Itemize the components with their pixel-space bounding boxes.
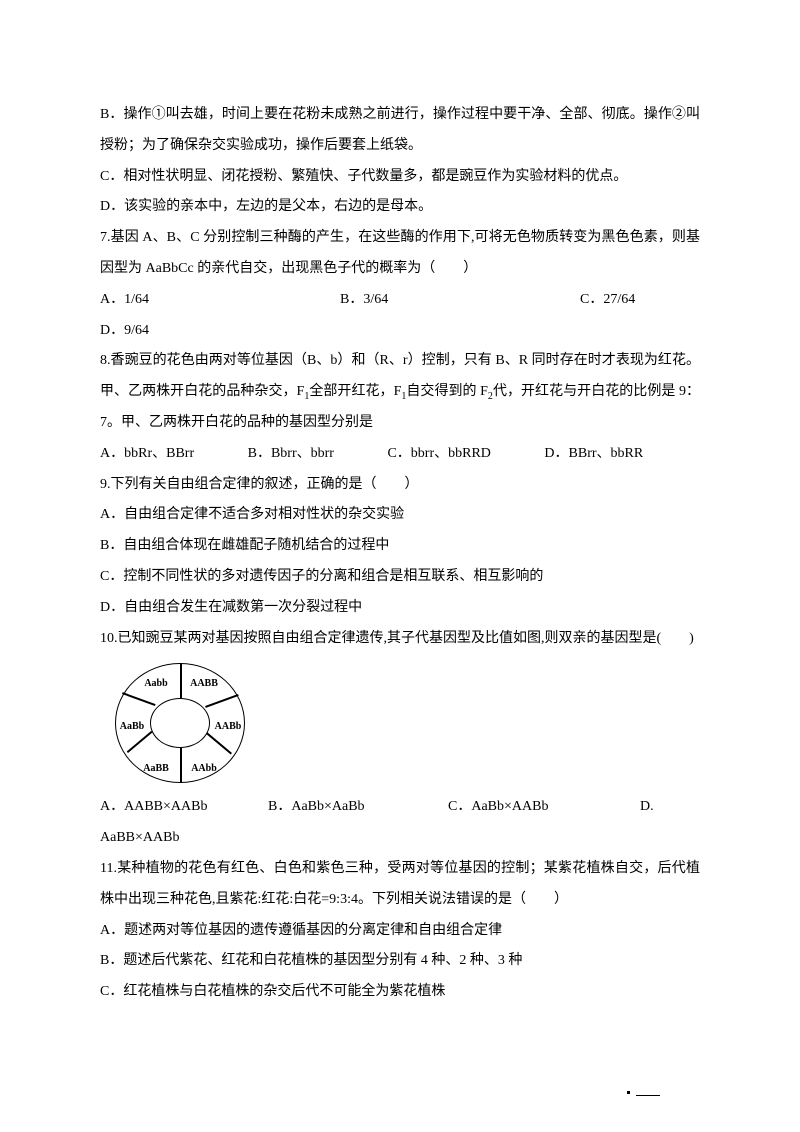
q10-option-a[interactable]: A．AABB×AABb (100, 792, 268, 823)
q8-option-a[interactable]: A．bbRr、BBrr (100, 446, 194, 461)
q9-option-b[interactable]: B．自由组合体现在雌雄配子随机结合的过程中 (100, 531, 700, 562)
q8-option-b[interactable]: B．Bbrr、bbrr (248, 446, 334, 461)
q11-option-c[interactable]: C．红花植株与白花植株的杂交后代不可能全为紫花植株 (100, 977, 700, 1008)
q10-option-b[interactable]: B．AaBb×AaBb (268, 792, 448, 823)
seg-label-AABb: AABb (208, 716, 248, 738)
q11-option-a[interactable]: A．题述两对等位基因的遗传遵循基因的分离定律和自由组合定律 (100, 916, 700, 947)
footer-underline (636, 1095, 660, 1096)
q7-options-row1: A．1/64 B．3/64 C．27/64 (100, 285, 700, 316)
q7-option-d[interactable]: D．9/64 (100, 316, 700, 347)
q9-stem: 9.下列有关自由组合定律的叙述，正确的是（ ） (100, 470, 700, 501)
q8-option-c[interactable]: C．bbrr、bbRRD (387, 446, 490, 461)
footer-dot (627, 1091, 630, 1094)
q6-option-d: D．该实验的亲本中，左边的是父本，右边的是母本。 (100, 192, 700, 223)
q8-options: A．bbRr、BBrr B．Bbrr、bbrr C．bbrr、bbRRD D．B… (100, 439, 700, 470)
q8-stem: 8.香豌豆的花色由两对等位基因（B、b）和（R、r）控制，只有 B、R 同时存在… (100, 346, 700, 438)
q10-options: A．AABB×AABb B．AaBb×AaBb C．AaBb×AABb D. (100, 792, 700, 823)
q8-option-d[interactable]: D．BBrr、bbRR (544, 446, 643, 461)
q9-option-a[interactable]: A．自由组合定律不适合多对相对性状的杂交实验 (100, 500, 700, 531)
q11-stem: 11.某种植物的花色有红色、白色和紫色三种，受两对等位基因的控制；某紫花植株自交… (100, 854, 700, 916)
q6-option-c: C．相对性状明显、闭花授粉、繁殖快、子代数量多，都是豌豆作为实验材料的优点。 (100, 162, 700, 193)
q10-option-d[interactable]: AaBB×AABb (100, 823, 700, 854)
q10-stem: 10.已知豌豆某两对基因按照自由组合定律遗传,其子代基因型及比值如图,则双亲的基… (100, 624, 700, 655)
donut-chart: Aabb AABB AABb AAbb AaBB AaBb (100, 658, 260, 788)
q6-option-b: B．操作①叫去雄，时间上要在花粉未成熟之前进行，操作过程中要干净、全部、彻底。操… (100, 100, 700, 162)
q7-stem: 7.基因 A、B、C 分别控制三种酶的产生，在这些酶的作用下,可将无色物质转变为… (100, 223, 700, 285)
seg-label-AaBb: AaBb (112, 716, 152, 738)
q10-option-c[interactable]: C．AaBb×AABb (448, 792, 640, 823)
q10-option-d-prefix[interactable]: D. (640, 792, 700, 823)
q7-option-a[interactable]: A．1/64 (100, 285, 340, 316)
q7-option-c[interactable]: C．27/64 (580, 285, 700, 316)
q9-option-c[interactable]: C．控制不同性状的多对遗传因子的分离和组合是相互联系、相互影响的 (100, 562, 700, 593)
q7-option-b[interactable]: B．3/64 (340, 285, 580, 316)
seg-label-AAbb: AAbb (184, 758, 224, 780)
q9-option-d[interactable]: D．自由组合发生在减数第一次分裂过程中 (100, 593, 700, 624)
seg-label-AaBB: AaBB (136, 758, 176, 780)
q11-option-b[interactable]: B．题述后代紫花、红花和白花植株的基因型分别有 4 种、2 种、3 种 (100, 946, 700, 977)
seg-label-aabb: Aabb (136, 673, 176, 695)
seg-label-AABB: AABB (184, 673, 224, 695)
